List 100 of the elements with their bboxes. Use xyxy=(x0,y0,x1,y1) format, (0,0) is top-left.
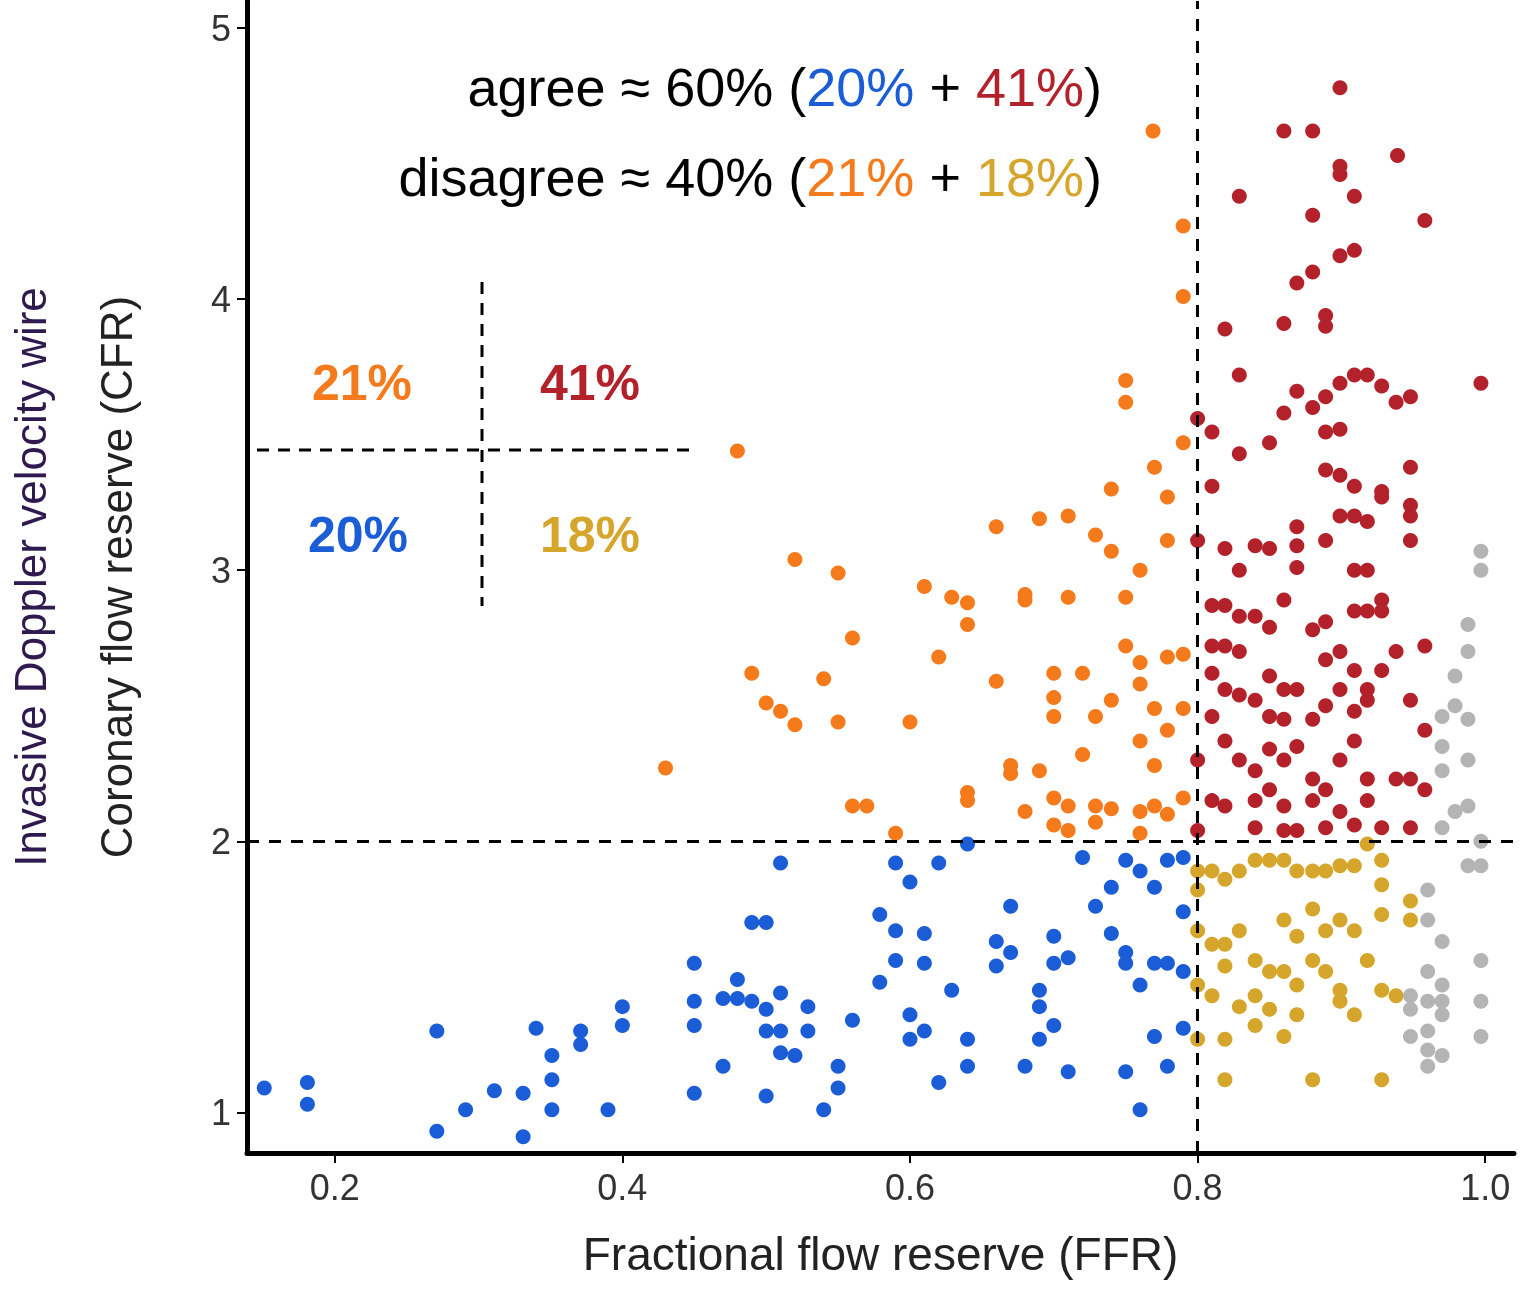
annotation: 21% xyxy=(311,354,413,412)
point xyxy=(1460,616,1476,632)
point xyxy=(1262,1001,1278,1017)
point xyxy=(1247,852,1263,868)
point xyxy=(1305,1072,1321,1088)
point xyxy=(1318,923,1334,939)
point xyxy=(1217,936,1233,952)
x-tick-label: 0.4 xyxy=(597,1166,648,1208)
point xyxy=(1420,882,1436,898)
point xyxy=(1388,988,1404,1004)
point xyxy=(1473,543,1489,559)
point xyxy=(1473,1028,1489,1044)
annotation: 20% xyxy=(307,506,409,564)
point xyxy=(1420,1042,1436,1058)
point xyxy=(1402,1001,1418,1017)
annotation: 41% xyxy=(539,354,641,412)
point xyxy=(1231,863,1247,879)
point xyxy=(1420,993,1436,1009)
x-tick-label: 0.2 xyxy=(309,1166,360,1208)
point xyxy=(1374,906,1390,922)
annotation: disagree ≈ 40% (21% + 18%) xyxy=(398,146,1102,208)
point xyxy=(1402,912,1418,928)
x-tick-label: 0.8 xyxy=(1172,1166,1223,1208)
y-axis-title: Invasive Doppler velocity wire Coronary flow reserve (CFR) xyxy=(5,287,141,867)
point xyxy=(1420,1058,1436,1074)
point xyxy=(1420,912,1436,928)
point xyxy=(1460,752,1476,768)
y-tick-label: 1 xyxy=(210,1091,231,1133)
point xyxy=(1447,698,1463,714)
point xyxy=(1217,1072,1233,1088)
point xyxy=(1318,863,1334,879)
point xyxy=(1473,993,1489,1009)
point xyxy=(1346,1007,1362,1023)
point xyxy=(1402,893,1418,909)
point xyxy=(1434,1047,1450,1063)
point xyxy=(1217,958,1233,974)
point xyxy=(1473,953,1489,969)
point xyxy=(1434,763,1450,779)
point xyxy=(1374,852,1390,868)
y-tick-label: 4 xyxy=(210,278,231,320)
point xyxy=(1434,993,1450,1009)
point xyxy=(1460,858,1476,874)
point xyxy=(1247,1018,1263,1034)
point xyxy=(1247,988,1263,1004)
point xyxy=(1402,1028,1418,1044)
point xyxy=(1262,963,1278,979)
point xyxy=(1346,923,1362,939)
point xyxy=(1276,852,1292,868)
point xyxy=(1289,863,1305,879)
y-tick-label: 3 xyxy=(210,549,231,591)
point xyxy=(1289,1007,1305,1023)
point xyxy=(1332,912,1348,928)
point xyxy=(1190,977,1206,993)
point xyxy=(1420,963,1436,979)
point xyxy=(1447,668,1463,684)
annotation: agree ≈ 60% (20% + 41%) xyxy=(467,56,1102,118)
point xyxy=(1473,562,1489,578)
point xyxy=(1447,803,1463,819)
point xyxy=(1359,953,1375,969)
point xyxy=(1276,912,1292,928)
point xyxy=(1460,798,1476,814)
point xyxy=(1460,711,1476,727)
point xyxy=(1332,858,1348,874)
point xyxy=(1247,953,1263,969)
point xyxy=(1434,1007,1450,1023)
point xyxy=(1346,858,1362,874)
y-tick-label: 5 xyxy=(210,7,231,49)
point xyxy=(1204,988,1220,1004)
point xyxy=(1262,852,1278,868)
point xyxy=(1305,901,1321,917)
point xyxy=(1289,928,1305,944)
point xyxy=(1434,977,1450,993)
point xyxy=(1276,963,1292,979)
point xyxy=(1318,963,1334,979)
point xyxy=(1374,877,1390,893)
point xyxy=(1402,988,1418,1004)
point xyxy=(1204,936,1220,952)
point xyxy=(1217,1031,1233,1047)
point xyxy=(1289,977,1305,993)
point xyxy=(1217,871,1233,887)
x-tick-label: 0.6 xyxy=(884,1166,936,1208)
point xyxy=(1473,858,1489,874)
point xyxy=(1374,982,1390,998)
point xyxy=(1231,999,1247,1015)
x-axis-title: Fractional flow reserve (FFR) xyxy=(582,1228,1179,1280)
point xyxy=(1190,863,1206,879)
point xyxy=(1374,1072,1390,1088)
x-tick-label: 1.0 xyxy=(1460,1166,1511,1208)
point xyxy=(1305,863,1321,879)
point xyxy=(1305,953,1321,969)
point xyxy=(1434,820,1450,836)
point xyxy=(1332,993,1348,1009)
point xyxy=(1276,1028,1292,1044)
point xyxy=(1434,738,1450,754)
point xyxy=(1434,934,1450,950)
y-tick-label: 2 xyxy=(210,820,231,862)
point xyxy=(1460,644,1476,660)
point xyxy=(1231,923,1247,939)
point xyxy=(1434,709,1450,725)
point xyxy=(1420,1023,1436,1039)
